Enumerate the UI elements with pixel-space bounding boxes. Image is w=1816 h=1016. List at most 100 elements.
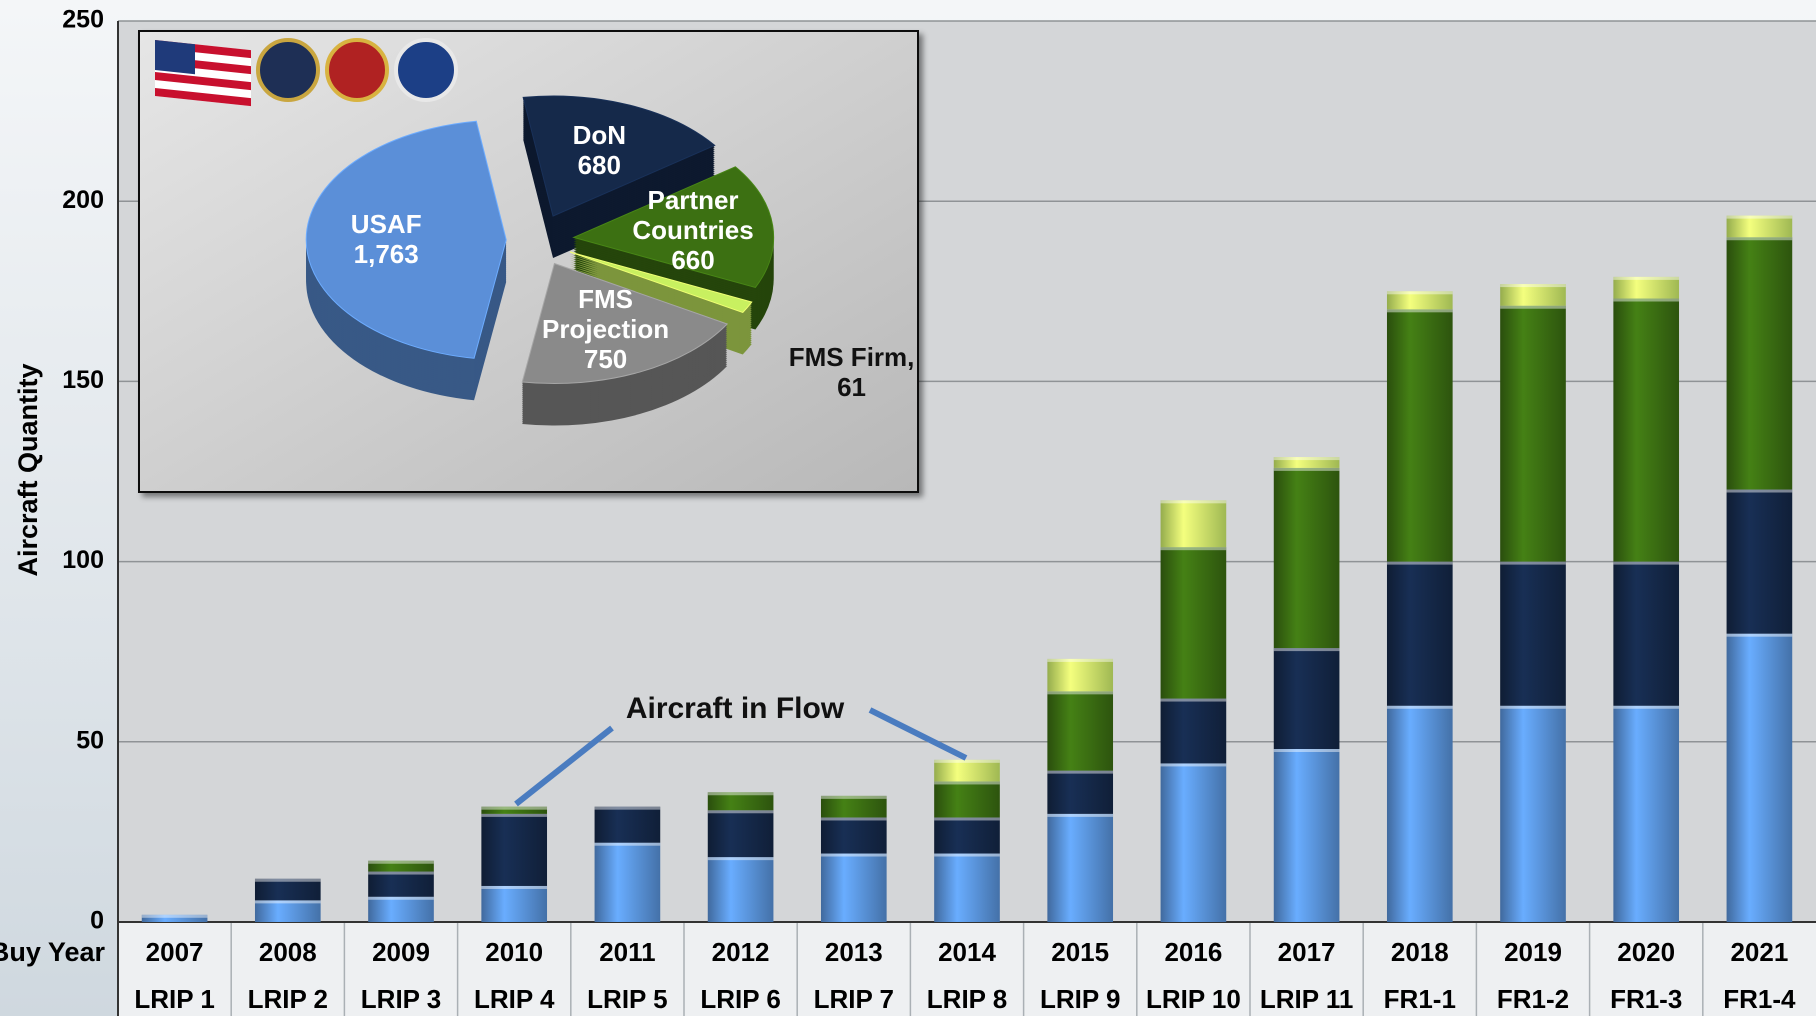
lot-label: FR1-4 — [1723, 984, 1796, 1014]
bar-highlight — [1273, 749, 1340, 753]
bar-highlight — [481, 813, 548, 817]
bar-segment — [820, 853, 887, 922]
bar-segment — [254, 900, 321, 922]
bar-segment — [1047, 691, 1114, 771]
bar-segment — [1273, 648, 1340, 750]
bar-segment — [1726, 237, 1793, 490]
x-tick-label: 2021 — [1730, 937, 1788, 967]
x-tick-label: 2018 — [1391, 937, 1449, 967]
bar-highlight — [1273, 648, 1340, 652]
bar-segment — [1160, 698, 1227, 764]
bar-highlight — [368, 896, 434, 900]
bar-highlight — [481, 885, 548, 889]
bar-segment — [1273, 467, 1340, 649]
bar-highlight — [934, 781, 1000, 785]
lot-label: LRIP 5 — [587, 984, 667, 1014]
bar-segment — [481, 813, 548, 886]
bar-highlight — [1726, 215, 1793, 219]
pie-slice — [522, 95, 716, 217]
bar-highlight — [1047, 658, 1114, 662]
annotation-arrow — [514, 725, 614, 807]
bar-highlight — [594, 806, 661, 810]
bar-highlight — [368, 871, 434, 875]
emblems — [155, 38, 458, 107]
slice-value: 680 — [577, 149, 621, 180]
slice-value: 750 — [583, 343, 628, 374]
bar-segment — [934, 781, 1000, 818]
bar-segment — [707, 810, 774, 858]
bar-highlight — [1386, 291, 1453, 295]
bar-segment — [707, 792, 774, 811]
y-tick-label: 0 — [90, 907, 104, 935]
lot-label: LRIP 3 — [361, 984, 441, 1014]
bar-highlight — [1500, 284, 1566, 288]
bar-segment — [254, 878, 321, 901]
slice-label: FMS Firm, 61 — [777, 342, 927, 402]
lot-label: LRIP 10 — [1146, 984, 1241, 1014]
bar-segment — [1726, 215, 1793, 238]
slice-value: 660 — [671, 245, 715, 276]
bar-segment — [1726, 633, 1793, 922]
bar-highlight — [1500, 561, 1566, 565]
x-tick-label: 2014 — [938, 937, 996, 967]
bar-highlight — [934, 853, 1000, 857]
bar-highlight — [1047, 813, 1114, 817]
bar-highlight — [254, 900, 321, 904]
y-tick-label: 250 — [62, 6, 104, 34]
bar-highlight — [1273, 457, 1340, 461]
bar-highlight — [1160, 547, 1227, 551]
bar-highlight — [1726, 489, 1793, 493]
bar-highlight — [707, 857, 774, 861]
slice-name: FMS Projection — [542, 283, 670, 344]
bar-segment — [707, 857, 774, 922]
bar-highlight — [707, 792, 774, 796]
bar-segment — [1047, 770, 1114, 814]
bar-highlight — [1613, 276, 1680, 280]
bar-segment — [934, 759, 1000, 782]
bar-highlight — [594, 842, 661, 846]
bar-highlight — [1273, 467, 1340, 471]
lot-label: LRIP 2 — [248, 984, 328, 1014]
bar-highlight — [1500, 305, 1566, 309]
x-tick-label: 2009 — [372, 937, 430, 967]
bar-segment — [1500, 705, 1566, 922]
bar-highlight — [1386, 705, 1453, 709]
bar-highlight — [820, 795, 887, 799]
slice-label: USAF 1,763 — [311, 209, 461, 269]
slice-label: FMS Projection 750 — [531, 284, 681, 374]
slice-name: USAF — [350, 209, 422, 240]
bar-segment — [1500, 284, 1566, 306]
x-tick-label: 2017 — [1278, 937, 1336, 967]
lot-label: LRIP 1 — [134, 984, 214, 1014]
bar-highlight — [1726, 237, 1793, 241]
category-band — [118, 922, 1816, 1016]
bar-highlight — [1047, 691, 1114, 695]
slice-value: 61 — [837, 371, 866, 402]
bar-segment — [820, 817, 887, 854]
lot-label: FR1-3 — [1610, 984, 1682, 1014]
pie-slice — [305, 120, 507, 359]
lot-label: LRIP 6 — [700, 984, 780, 1014]
lot-label: LRIP 8 — [927, 984, 1007, 1014]
bar-highlight — [368, 860, 434, 864]
bar-segment — [1613, 298, 1680, 562]
x-tick-label: 2019 — [1504, 937, 1562, 967]
x-tick-label: 2015 — [1051, 937, 1109, 967]
x-tick-label: 2020 — [1617, 937, 1675, 967]
y-tick-label: 50 — [76, 726, 104, 754]
x-tick-label: 2012 — [712, 937, 770, 967]
bar-segment — [368, 896, 434, 922]
bar-segment — [594, 842, 661, 922]
bar-segment — [1386, 705, 1453, 922]
bar-segment — [1386, 561, 1453, 706]
x-axis-label: Buy Year — [0, 937, 105, 967]
lot-label: FR1-2 — [1497, 984, 1569, 1014]
bar-segment — [1047, 658, 1114, 692]
bar-highlight — [254, 878, 321, 882]
bar-segment — [1500, 561, 1566, 706]
slice-label: DoN 680 — [524, 120, 674, 180]
bar-highlight — [934, 817, 1000, 821]
bar-segment — [1500, 305, 1566, 562]
bar-segment — [1613, 705, 1680, 922]
